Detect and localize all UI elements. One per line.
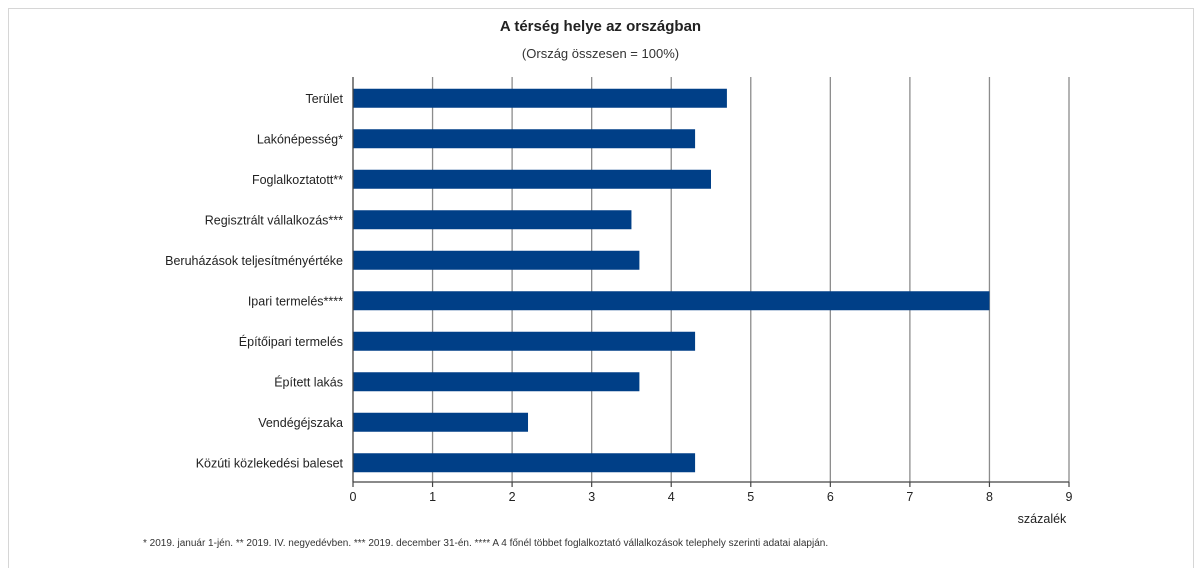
bar xyxy=(353,210,632,230)
x-tick-label: 8 xyxy=(986,490,993,504)
footnote: * 2019. január 1-jén. ** 2019. IV. negye… xyxy=(143,538,829,549)
x-tick-label: 4 xyxy=(668,490,675,504)
category-label: Regisztrált vállalkozás*** xyxy=(205,213,343,227)
bar xyxy=(353,331,696,351)
category-label: Épített lakás xyxy=(274,374,343,389)
bar xyxy=(353,169,711,189)
chart-title: A térség helye az országban xyxy=(499,18,702,35)
category-label: Közúti közlekedési baleset xyxy=(196,456,344,470)
category-label: Foglalkoztatott** xyxy=(252,173,343,187)
x-axis-label: százalék xyxy=(1018,512,1067,526)
bar xyxy=(353,412,529,432)
x-tick-label: 3 xyxy=(588,490,595,504)
chart-subtitle: (Ország összesen = 100%) xyxy=(521,46,680,61)
x-tick-label: 2 xyxy=(509,490,516,504)
x-tick-label: 0 xyxy=(350,490,357,504)
bar xyxy=(353,250,640,270)
chart-frame xyxy=(8,8,1194,568)
category-label: Terület xyxy=(305,92,343,106)
category-label: Vendégéjszaka xyxy=(258,416,343,430)
x-tick-label: 1 xyxy=(429,490,436,504)
bar xyxy=(353,453,696,473)
bar xyxy=(353,129,696,149)
bar-chart: Terület Lakónépesség* Foglalkoztatott** Reg… xyxy=(165,77,1073,526)
x-tick-label: 9 xyxy=(1066,490,1073,504)
category-label: Építőipari termelés xyxy=(239,334,343,349)
bar xyxy=(353,291,990,311)
category-label: Beruházások teljesítményértéke xyxy=(165,254,343,268)
x-tick-label: 5 xyxy=(747,490,754,504)
category-label: Ipari termelés**** xyxy=(248,294,343,308)
bar xyxy=(353,372,640,392)
bar xyxy=(353,88,727,108)
category-label: Lakónépesség* xyxy=(257,132,343,146)
x-tick-label: 7 xyxy=(906,490,913,504)
x-tick-label: 6 xyxy=(827,490,834,504)
